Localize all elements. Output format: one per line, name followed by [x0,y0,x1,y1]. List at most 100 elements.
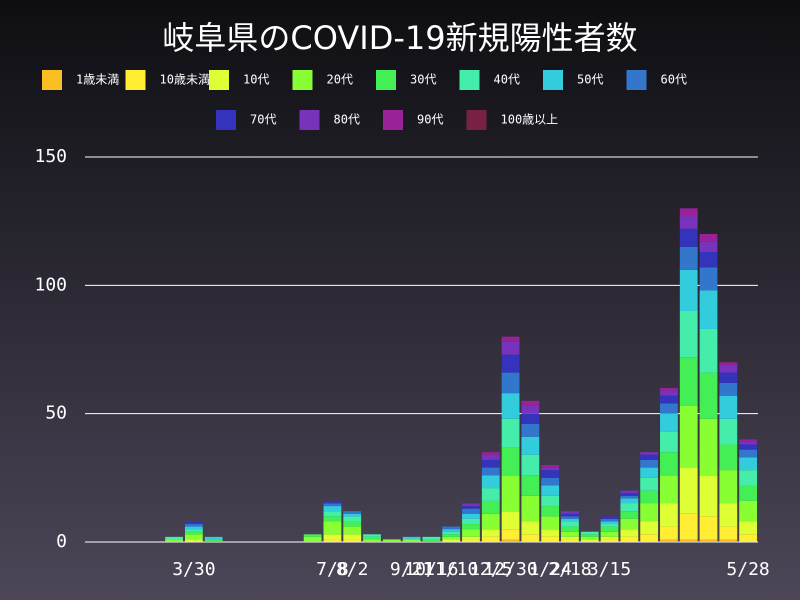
bar-segment [580,536,599,540]
bar-segment [561,539,579,542]
bar-segment [541,536,560,542]
bar-segment [580,531,599,535]
bar-segment [204,536,223,540]
bar-segment [660,431,678,453]
bar-segment [679,246,698,270]
bar-segment [640,459,659,468]
bar-segment [739,470,757,486]
bar-segment [561,516,579,519]
bar-segment [660,388,678,391]
bar-segment [640,467,659,478]
bar-segment [343,539,362,542]
legend-label: 10歳未満 [160,73,210,87]
bar-segment [521,495,540,522]
bar-segment [719,364,738,373]
bar-segment [699,475,718,517]
bar-segment [620,518,639,530]
legend-label: 100歳以上 [501,113,559,127]
legend-label: 80代 [334,113,360,127]
legend-label: 1歳未満 [76,73,119,87]
bar-segment [679,467,698,514]
bar-segment [739,500,757,522]
bar-segment [739,534,757,542]
bar-segment [679,216,698,229]
bar-segment [739,449,757,458]
bar-segment [660,503,678,527]
bar-segment [501,447,520,476]
bar-segment [165,539,183,542]
bar-segment [620,536,639,542]
bar-segment [640,477,659,491]
bar-segment [699,251,718,268]
bar-segment [462,518,480,525]
x-tick-label: 11/10 [424,559,478,580]
bar-segment [739,521,757,535]
bar-segment [541,506,560,517]
legend-swatch [376,70,396,90]
bar-segment [699,241,718,252]
bar-segment [442,536,461,540]
legend-swatch [383,110,403,130]
bar-segment [501,354,520,373]
bar-segment [719,539,738,542]
bar-segment [343,513,362,517]
legend-swatch [125,70,146,90]
bar-segment [660,526,678,540]
bar-segment [481,529,500,537]
legend-swatch [216,110,236,130]
bar-segment [561,531,579,537]
bar-segment [501,393,520,419]
bar-segment [699,234,718,242]
bar-segment [640,521,659,535]
bar-segment [660,413,678,432]
bar-segment [719,503,738,527]
bar-segment [323,516,342,522]
bar-segment [699,328,718,373]
bar-segment [462,524,480,530]
bar-segment [481,513,500,530]
bar-segment [422,539,441,542]
bar-segment [481,536,500,542]
bar-segment [679,357,698,406]
legend-label: 40代 [494,73,520,87]
bar-segment [184,529,203,532]
legend-swatch [466,110,487,130]
bar-segment [600,516,619,519]
bar-segment [363,534,381,537]
bar-segment [402,539,421,542]
bar-segment [600,531,619,537]
bar-segment [600,536,619,540]
x-tick-label: 8/2 [336,559,369,580]
bar-segment [501,475,520,512]
bar-segment [541,465,560,468]
bar-segment [481,452,500,455]
bar-segment [501,418,520,448]
bar-segment [521,475,540,496]
legend-swatch [209,70,229,90]
bar-segment [184,521,203,525]
bar-segment [600,518,619,522]
bar-segment [679,539,698,542]
bar-segment [402,536,421,540]
bar-segment [739,444,757,450]
bar-segment [620,503,639,512]
bar-segment [442,529,461,532]
bar-segment [343,534,362,540]
legend-label: 60代 [661,73,687,87]
bar-segment [521,405,540,414]
bar-segment [719,372,738,383]
bar-segment [501,529,520,540]
legend-label: 20代 [327,73,353,87]
x-tick-label: 12/30 [483,559,537,580]
bar-segment [739,439,757,442]
bar-segment [422,536,441,540]
bar-segment [303,536,322,542]
bar-segment [660,475,678,504]
bar-segment [699,516,718,540]
bar-segment [640,454,659,460]
bar-segment [640,503,659,522]
legend-swatch [299,110,320,130]
bar-segment [699,418,718,476]
bar-segment [541,467,560,471]
